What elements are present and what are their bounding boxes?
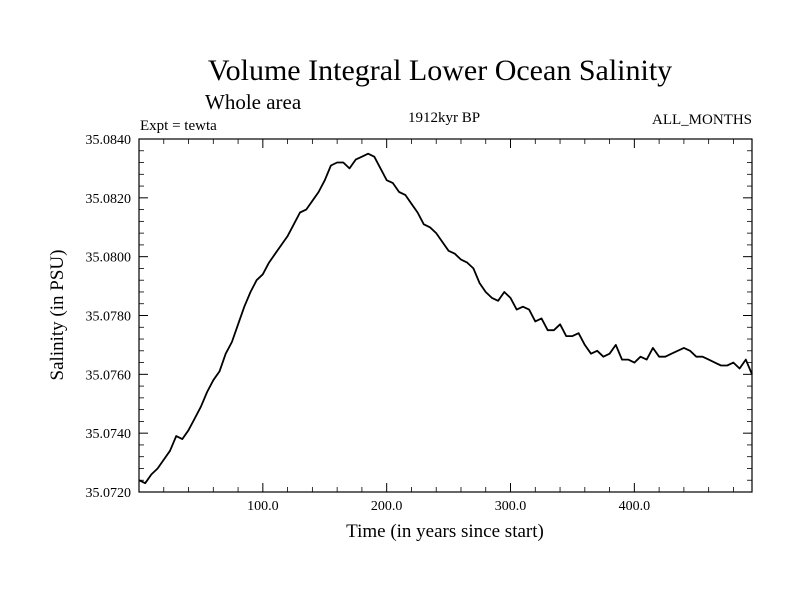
y-tick-label-2: 35.0760: [86, 368, 132, 383]
months-label: ALL_MONTHS: [652, 112, 752, 128]
y-tick-label-6: 35.0840: [86, 133, 132, 148]
experiment-label: Expt = tewta: [140, 118, 217, 134]
chart-subtitle: Whole area: [205, 90, 302, 114]
y-axis-label: Salinity (in PSU): [47, 250, 68, 381]
x-tick-label-2: 300.0: [495, 499, 527, 514]
y-tick-label-5: 35.0820: [86, 192, 132, 207]
salinity-series-line: [138, 152, 753, 485]
period-label: 1912kyr BP: [408, 110, 480, 126]
plot-frame: [138, 138, 753, 493]
x-axis-label: Time (in years since start): [346, 521, 544, 542]
x-tick-label-3: 400.0: [619, 499, 651, 514]
x-tick-label-0: 100.0: [247, 499, 279, 514]
chart-title: Volume Integral Lower Ocean Salinity: [208, 54, 672, 87]
y-tick-label-0: 35.0720: [86, 486, 132, 501]
y-tick-label-3: 35.0780: [86, 310, 132, 325]
x-tick-label-1: 200.0: [371, 499, 403, 514]
y-tick-labels: 35.0720 35.0740 35.0760 35.0780 35.0800 35.08…: [86, 133, 132, 501]
axis-ticks: [139, 138, 752, 493]
x-tick-labels: 100.0 200.0 300.0 400.0: [247, 499, 650, 514]
y-tick-label-4: 35.0800: [86, 251, 132, 266]
y-tick-label-1: 35.0740: [86, 427, 132, 442]
